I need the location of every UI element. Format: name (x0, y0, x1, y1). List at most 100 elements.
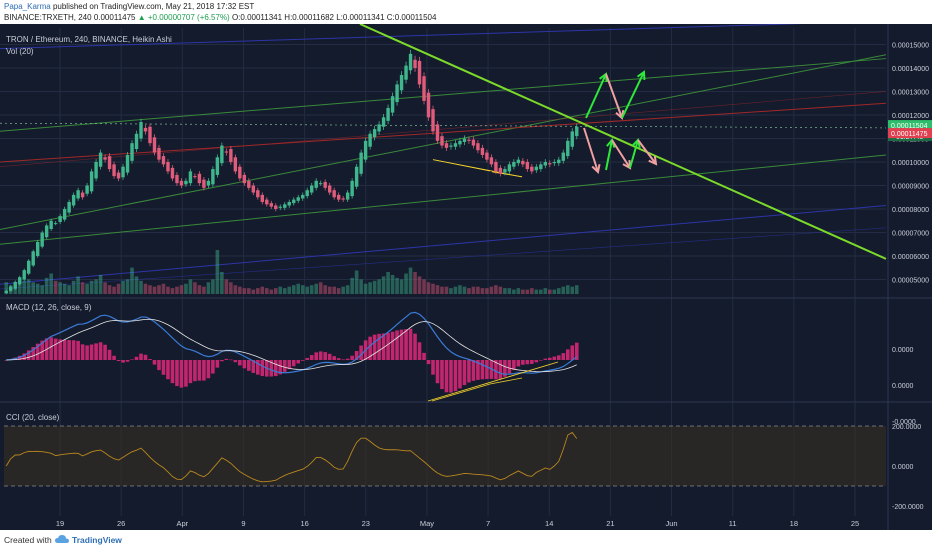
volume-bar (197, 285, 202, 294)
candle-body (247, 180, 251, 188)
volume-bar (476, 286, 480, 294)
volume-bar (31, 282, 35, 294)
macd-histogram-bar (372, 334, 377, 360)
chart-svg[interactable]: 0.00015000 0.00014000 0.00013000 0.00012000… (0, 20, 932, 530)
volume-bar (300, 285, 305, 294)
candle-body (570, 131, 574, 147)
last-price-value: 0.00011475 (93, 13, 136, 22)
cci-tick-label: -200.0000 (892, 504, 924, 511)
volume-bar (390, 274, 395, 294)
macd-histogram-bar (534, 360, 539, 363)
candle-body (323, 181, 327, 188)
candle-body (395, 84, 399, 103)
candle-body (431, 109, 435, 132)
candle-body (283, 204, 287, 208)
author-link[interactable]: Papa_Karma (4, 2, 51, 11)
red-trend-line (0, 102, 887, 163)
volume-bar (323, 285, 327, 294)
time-tick-label: 25 (851, 519, 859, 528)
macd-histogram-bar (206, 360, 211, 379)
volume-bar (125, 279, 130, 294)
candle-body (134, 133, 139, 150)
candle-body (512, 162, 516, 167)
volume-bar (431, 283, 435, 294)
macd-histogram-bar (530, 360, 534, 364)
macd-histogram-bar (485, 360, 489, 380)
volume-bar (449, 288, 453, 294)
chart-area[interactable]: 0.00015000 0.00014000 0.00013000 0.00012000… (0, 20, 932, 530)
candle-body (440, 136, 444, 146)
volume-bar (462, 286, 467, 294)
macd-histogram-bar (161, 360, 166, 375)
volume-bar (485, 288, 489, 294)
volume-bar (148, 285, 152, 294)
volume-bar (264, 288, 269, 294)
volume-bar (363, 283, 368, 294)
main-pane-title: TRON / Ethereum, 240, BINANCE, Heikin As… (6, 35, 172, 44)
volume-bar (395, 277, 399, 294)
candle-body (161, 156, 166, 165)
candle-body (408, 53, 413, 71)
published-info: published on TradingView.com, May 21, 20… (52, 2, 255, 11)
volume-bar (282, 288, 287, 294)
volume-bar (458, 285, 462, 294)
candle-body (188, 171, 193, 184)
candle-body (242, 174, 247, 184)
volume-bar (525, 289, 530, 294)
candle-body (211, 169, 215, 185)
time-tick-label: Apr (176, 519, 188, 528)
macd-histogram-bar (229, 359, 233, 361)
candle-body (372, 129, 377, 138)
macd-histogram-bar (512, 360, 516, 370)
candle-body (305, 190, 309, 197)
macd-histogram-bar (386, 332, 390, 360)
forecast-arrows (583, 70, 658, 174)
macd-histogram-bar (103, 344, 107, 360)
volume-bar (107, 285, 112, 294)
tradingview-brand-link[interactable]: TradingView (72, 535, 122, 545)
time-tick-label: 18 (790, 519, 798, 528)
price-tick-label: 0.00008000 (892, 207, 929, 214)
volume-bar (130, 267, 134, 294)
macd-histogram-bar (476, 360, 480, 380)
candle-body (292, 199, 296, 204)
created-with-text: Created with (4, 535, 52, 545)
volume-bar (188, 279, 193, 294)
volume-bar (345, 285, 350, 294)
trend-drawings (0, 20, 887, 290)
macd-histogram-bar (256, 360, 260, 375)
candle-body (71, 194, 76, 206)
candle-body (107, 156, 112, 170)
candle-body (148, 126, 152, 144)
price-tick-label: 0.00006000 (892, 254, 929, 261)
macd-histogram-bar (323, 352, 327, 360)
candle-body (179, 180, 184, 186)
candle-body (345, 192, 350, 200)
volume-bar (413, 272, 417, 294)
volume-bar (543, 288, 548, 294)
macd-histogram-bar (116, 360, 121, 362)
volume-bar (565, 285, 570, 294)
candle-body (539, 164, 543, 170)
volume-bar (89, 280, 94, 294)
candle-body (62, 209, 67, 220)
candle-body (4, 290, 8, 293)
cci-line (5, 431, 578, 483)
macd-histogram-bar (134, 356, 139, 360)
candle-body (44, 225, 49, 238)
macd-histogram-bar (480, 360, 485, 380)
volume-bar (444, 286, 449, 294)
blue-trend-line-top (0, 20, 887, 50)
macd-histogram-bar (296, 360, 301, 364)
volume-bar (422, 279, 426, 294)
candle-body (350, 180, 354, 197)
candle-body (566, 140, 570, 157)
volume-bar (179, 285, 184, 294)
macd-histogram-bar (260, 360, 265, 377)
candle-body (116, 172, 121, 179)
candle-body (332, 190, 336, 198)
marker-price-label-bg (888, 128, 932, 139)
volume-bar (552, 289, 557, 294)
time-tick-label: 7 (486, 519, 490, 528)
axes: 0.00015000 0.00014000 0.00013000 0.00012000… (56, 42, 932, 528)
